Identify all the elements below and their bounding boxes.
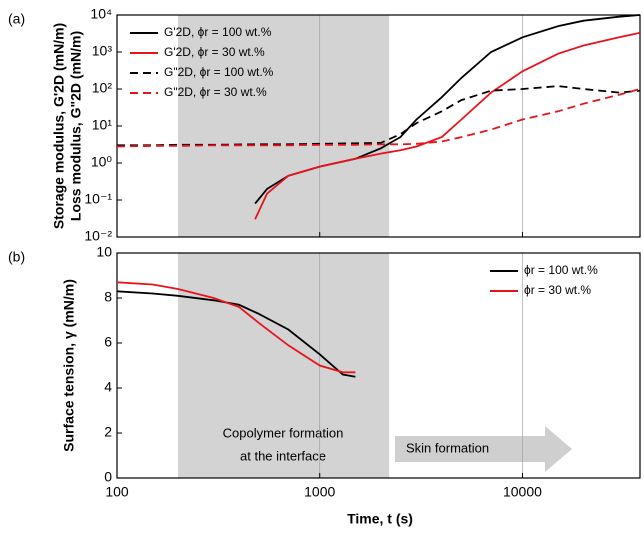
annotation: Copolymer formation [223,425,344,440]
panel-label: (a) [8,11,25,27]
y-tick-label: 10⁰ [91,154,113,170]
shaded-region [178,253,390,478]
y-tick-label: 8 [104,289,112,305]
y-tick-label: 10 [96,244,112,260]
annotation: at the interface [240,448,326,463]
legend-label: G'2D, ϕr = 30 wt.% [164,45,265,59]
x-axis-label: Time, t (s) [347,511,413,527]
y-tick-label: 2 [104,424,112,440]
y-tick-label: 0 [104,469,112,485]
y-tick-label: 10³ [92,43,113,59]
legend-label: G"2D, ϕr = 30 wt.% [164,85,267,99]
x-tick-label: 1000 [304,484,335,500]
y-tick-label: 10⁻² [84,228,112,244]
y-tick-label: 6 [104,334,112,350]
y-tick-label: 10⁻¹ [84,191,112,207]
y-tick-label: 4 [104,379,112,395]
legend-label: ϕr = 100 wt.% [524,263,598,277]
series-line [117,85,641,147]
panel-label: (b) [8,249,25,265]
series-line [116,290,356,378]
skin-arrow [395,426,572,472]
annotation: Skin formation [406,440,489,455]
series-line [116,281,356,374]
y-axis-label: Loss modulus, G"2D (mN/m) [68,31,84,221]
series-line [116,88,641,148]
plot-frame [116,252,641,479]
legend-label: G'2D, ϕr = 100 wt.% [164,25,272,39]
legend-label: G"2D, ϕr = 100 wt.% [164,65,274,79]
legend-label: ϕr = 30 wt.% [524,283,591,297]
shaded-region [178,15,390,237]
y-tick-label: 10² [92,80,113,96]
y-tick-label: 10¹ [92,117,113,133]
x-tick-label: 10000 [503,484,542,500]
y-axis-label: Storage modulus, G'2D (mN/m) [51,23,67,229]
y-tick-label: 10⁴ [90,6,112,22]
x-tick-label: 100 [105,484,129,500]
y-axis-label: Surface tension, γ (mN/m) [61,279,77,452]
